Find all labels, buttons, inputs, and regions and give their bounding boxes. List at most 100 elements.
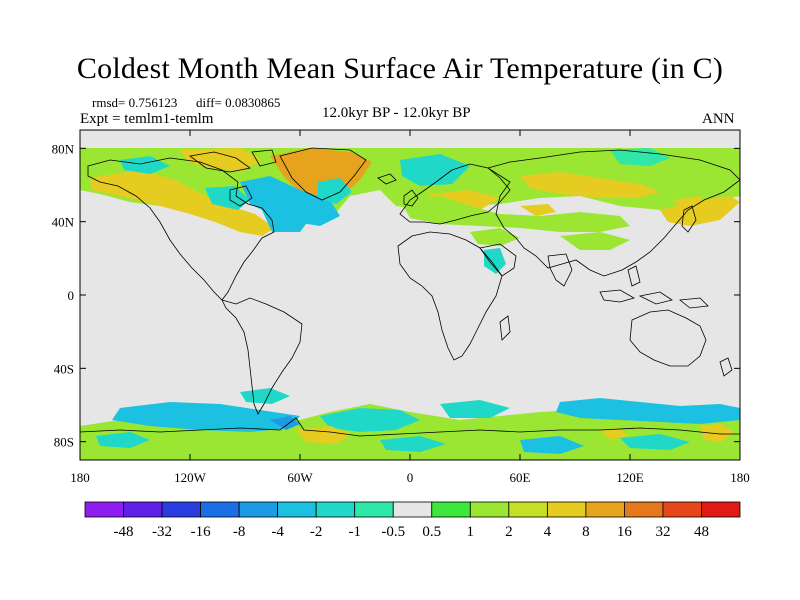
colorbar-swatch [123, 501, 163, 518]
colorbar-swatch [161, 501, 201, 518]
y-tick-label: 40N [52, 215, 75, 230]
colorbar-swatch [392, 501, 433, 518]
field-tibet-orange [520, 204, 556, 216]
colorbar-label: 32 [655, 524, 670, 540]
colorbar-swatch [354, 501, 394, 518]
field-arabia-cyan [484, 248, 506, 274]
y-tick-label: 0 [68, 288, 75, 303]
colorbar-label: -32 [152, 524, 172, 540]
period-label: 12.0kyr BP - 12.0kyr BP [322, 105, 471, 121]
field-japan-orange [672, 196, 704, 210]
diff-stat: diff= 0.0830865 [196, 95, 281, 110]
field-north-cyan-1 [240, 176, 340, 226]
y-tick-label: 80N [52, 141, 75, 156]
colorbar-swatch [546, 501, 587, 518]
colorbar-swatch [662, 501, 702, 518]
colorbar-swatch [238, 501, 279, 518]
coast-hudson-bay [229, 185, 253, 207]
x-tick-label: 120W [174, 470, 207, 485]
x-tick-label: 60E [510, 470, 531, 485]
field-siberia-orange [520, 172, 660, 198]
y-tick-label: 80S [54, 435, 74, 450]
field-north-cyan-2 [205, 186, 250, 210]
x-tick-label: 0 [407, 470, 414, 485]
coast-india [547, 253, 573, 287]
colorbar-swatch [701, 501, 741, 518]
colorbar-label: 48 [694, 524, 709, 540]
colorbar-label: 1 [467, 524, 475, 540]
axis-ticks: 180 120W 60W 0 60E 120E 180 80N 40N 0 40S 80S [52, 130, 750, 485]
field-north-cyan-3 [262, 206, 312, 232]
colorbar-label: -8 [233, 524, 246, 540]
coast-arabia [479, 243, 517, 277]
colorbar-label: -1 [348, 524, 361, 540]
colorbar-swatch [624, 501, 664, 518]
colorbar-label: -4 [271, 524, 284, 540]
coast-africa [397, 231, 503, 361]
x-tick-label: 180 [70, 470, 90, 485]
colorbar-label: 2 [505, 524, 513, 540]
experiment-label: Expt = temlm1-temlm [80, 111, 214, 127]
field-south-cyan-6 [620, 434, 690, 450]
coast-north-america [87, 157, 275, 301]
field-antarctic-cyan-1 [96, 432, 150, 448]
field-north-canada-orange [90, 170, 275, 236]
temperature-anomaly-fields [80, 148, 740, 460]
colorbar-label: -48 [114, 524, 134, 540]
field-antarctic-orange-2 [700, 424, 734, 442]
field-antarctic-cyan-3 [520, 436, 584, 454]
colorbar-label: 8 [582, 524, 590, 540]
colorbar: -48 -32 -16 -8 -4 -2 -1 -0.5 0.5 1 2 4 8 16 32 48 [84, 501, 741, 540]
colorbar-swatch [200, 501, 240, 518]
coastlines [80, 147, 740, 437]
field-europe-green [400, 196, 630, 232]
field-antarctic-cyan-2 [380, 436, 446, 452]
coast-antarctica [80, 417, 740, 437]
coast-indonesia [599, 265, 709, 309]
field-asia-green-patch [560, 232, 630, 250]
coast-new-zealand [719, 357, 733, 377]
colorbar-label: -16 [191, 524, 211, 540]
colorbar-label: 4 [544, 524, 552, 540]
coast-british-isles [403, 189, 419, 207]
coast-arctic-islands [189, 149, 277, 173]
field-antarctic-orange-3 [600, 428, 628, 440]
colorbar-swatch [469, 501, 510, 518]
coast-australia [629, 309, 707, 367]
rmsd-stat: rmsd= 0.756123 [92, 95, 178, 110]
colorbar-label: 16 [617, 524, 633, 540]
colorbar-label: 0.5 [422, 524, 441, 540]
field-greenland-cyan [318, 178, 352, 204]
colorbar-swatch [84, 501, 124, 518]
coast-europe [399, 163, 511, 225]
x-tick-label: 60W [287, 470, 313, 485]
y-tick-label: 40S [54, 361, 74, 376]
field-east-asia-orange [660, 196, 740, 226]
colorbar-swatch [315, 501, 356, 518]
coast-asia [487, 149, 740, 277]
coast-madagascar [499, 315, 511, 341]
colorbar-swatch [585, 501, 625, 518]
coast-south-america [221, 297, 303, 415]
colorbar-label: -0.5 [381, 524, 405, 540]
chart-title: Coldest Month Mean Surface Air Temperatu… [76, 52, 724, 85]
coast-greenland [279, 147, 367, 201]
field-south-blue-1 [270, 416, 300, 430]
season-label: ANN [702, 111, 735, 127]
colorbar-label: -2 [310, 524, 323, 540]
colorbar-swatch [277, 501, 317, 518]
x-tick-label: 120E [616, 470, 644, 485]
colorbar-swatch [508, 501, 548, 518]
field-south-cyan-2 [320, 408, 420, 432]
field-south-cyan-3 [556, 398, 740, 424]
field-siberia-cyan [610, 148, 670, 166]
field-south-cyan-1 [112, 402, 300, 432]
coast-iceland [377, 173, 397, 185]
field-mideast-green [470, 228, 520, 246]
field-scandinavia-cyan [400, 154, 470, 186]
field-south-cyan-4 [440, 400, 510, 418]
coast-japan [681, 205, 697, 233]
colorbar-swatch [431, 501, 471, 518]
x-tick-label: 180 [730, 470, 750, 485]
